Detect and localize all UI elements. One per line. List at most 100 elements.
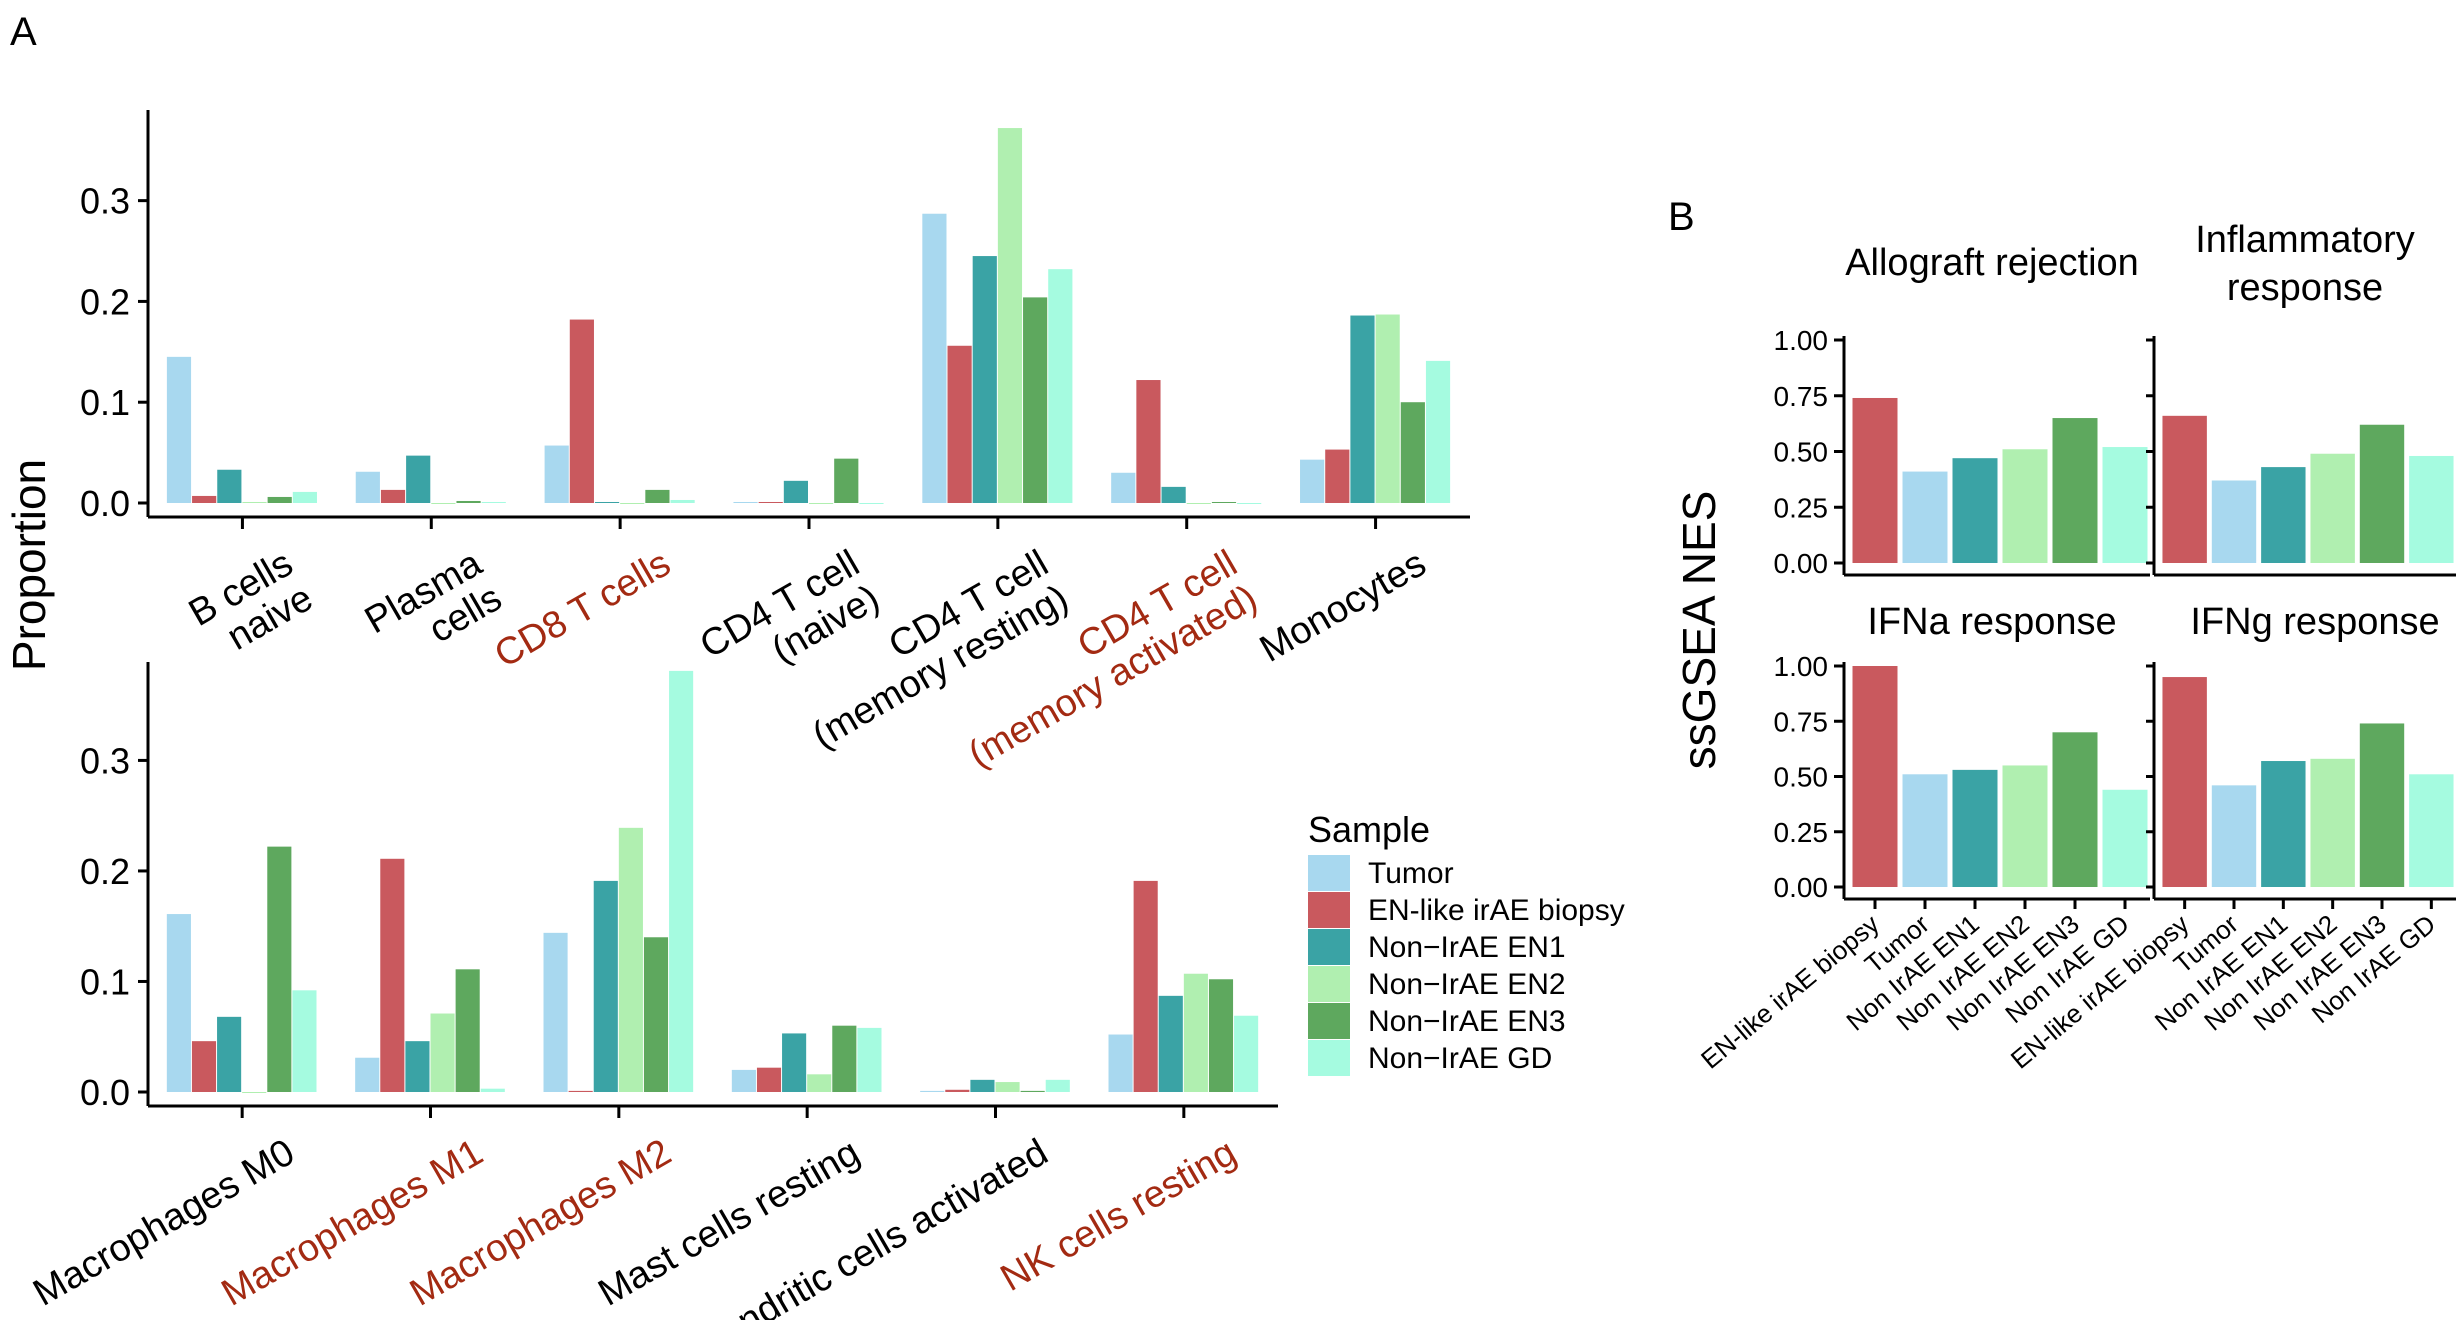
- y-tick-label: 0.3: [80, 740, 130, 781]
- bar: [809, 503, 834, 504]
- bar: [2002, 449, 2048, 563]
- bar: [2102, 789, 2148, 887]
- facet-title: IFNa response: [1867, 601, 2116, 643]
- bar: [920, 1090, 945, 1092]
- bar: [2162, 415, 2207, 563]
- x-category-label: EN-like irAE biopsy: [1695, 909, 1885, 1075]
- bar: [1902, 774, 1948, 887]
- facet-title: IFNg response: [2190, 601, 2439, 643]
- bar: [669, 670, 694, 1092]
- y-tick-label: 0.25: [1774, 817, 1829, 848]
- y-tick-label: 1.00: [1774, 651, 1829, 682]
- bar: [1234, 1015, 1259, 1092]
- bar: [456, 500, 481, 503]
- bar: [543, 932, 568, 1092]
- bar: [997, 128, 1023, 503]
- bar: [2409, 774, 2454, 887]
- legend-swatch: [1308, 1003, 1350, 1039]
- bar: [1350, 315, 1375, 503]
- x-category-label: Monocytes: [1253, 542, 1433, 670]
- legend-label: Non−IrAE GD: [1368, 1042, 1552, 1075]
- bar: [242, 1092, 267, 1093]
- bar: [945, 1089, 970, 1092]
- y-tick-label: 0.2: [80, 851, 130, 892]
- bar: [643, 937, 669, 1092]
- bar: [620, 503, 645, 504]
- bar: [2211, 785, 2257, 887]
- bar: [618, 827, 643, 1092]
- bar: [2102, 447, 2148, 563]
- bar: [2261, 761, 2306, 887]
- x-category-label-line: Monocytes: [1253, 542, 1433, 670]
- bar: [972, 256, 997, 503]
- bar: [2310, 758, 2355, 887]
- bar: [569, 319, 594, 503]
- bar: [1133, 880, 1158, 1092]
- legend-swatch: [1308, 966, 1350, 1002]
- bar: [292, 491, 317, 503]
- facet-title: response: [2227, 267, 2383, 309]
- bar: [1852, 666, 1898, 887]
- bar: [1375, 314, 1400, 503]
- bar: [292, 990, 317, 1092]
- bar: [783, 480, 808, 503]
- facet-title: Allograft rejection: [1845, 242, 2139, 284]
- y-tick-label: 0.0: [80, 1072, 130, 1113]
- bar: [947, 345, 972, 503]
- y-tick-label: 0.1: [80, 961, 130, 1002]
- bar: [1211, 501, 1237, 503]
- bar: [430, 1013, 455, 1092]
- bar: [1952, 769, 1998, 887]
- x-category-label: Plasmacells: [358, 542, 509, 677]
- bar: [1186, 503, 1211, 504]
- bar: [480, 1088, 505, 1092]
- bar: [355, 1057, 380, 1092]
- facet-title: Inflammatory: [2195, 219, 2415, 261]
- bar: [593, 880, 618, 1092]
- bar: [834, 458, 859, 503]
- bar: [217, 469, 242, 503]
- bar: [2052, 732, 2098, 887]
- facet-0: Allograft rejection 0.00 0.25 0.50 0.75 1.00: [1774, 242, 2150, 579]
- legend-swatch: [1308, 1040, 1350, 1076]
- bar: [1237, 503, 1262, 504]
- y-tick-label: 1.00: [1774, 325, 1829, 356]
- bar: [1158, 995, 1183, 1092]
- bar: [807, 1074, 832, 1092]
- facet-1: Inflammatory response: [2146, 219, 2456, 577]
- bar: [2261, 467, 2306, 563]
- bar: [733, 501, 758, 503]
- y-tick-label: 0.50: [1774, 437, 1829, 468]
- bar: [1902, 471, 1948, 563]
- bar: [645, 489, 670, 503]
- bar: [217, 1016, 242, 1092]
- bar: [922, 213, 947, 504]
- bar: [242, 501, 267, 503]
- x-category-label-line: CD8 T cells: [488, 542, 678, 676]
- bar: [758, 501, 783, 503]
- bar: [380, 858, 405, 1092]
- bar: [481, 501, 506, 503]
- legend-title: Sample: [1308, 809, 1430, 850]
- legend: Sample Tumor EN-like irAE biopsy Non−IrAE …: [1308, 809, 1625, 1076]
- bar: [267, 846, 292, 1092]
- panel-a-ylabel: Proportion: [3, 459, 55, 671]
- bar: [970, 1079, 995, 1092]
- bar: [355, 471, 380, 503]
- bar: [995, 1082, 1020, 1092]
- bar: [2409, 455, 2454, 563]
- y-tick-label: 0.1: [80, 382, 130, 423]
- bar: [1111, 472, 1136, 503]
- panel-b-charts: Allograft rejection0.000.250.500.751.00I…: [1695, 219, 2456, 1075]
- x-category-label: CD8 T cells: [488, 542, 678, 676]
- legend-label: Non−IrAE EN1: [1368, 931, 1566, 964]
- bar: [406, 455, 431, 503]
- bar: [1045, 1079, 1070, 1092]
- bar: [1300, 459, 1325, 503]
- bar: [2359, 424, 2405, 563]
- y-tick-label: 0.50: [1774, 762, 1829, 793]
- bar: [405, 1041, 430, 1092]
- bar: [455, 969, 480, 1092]
- bar: [1325, 449, 1350, 503]
